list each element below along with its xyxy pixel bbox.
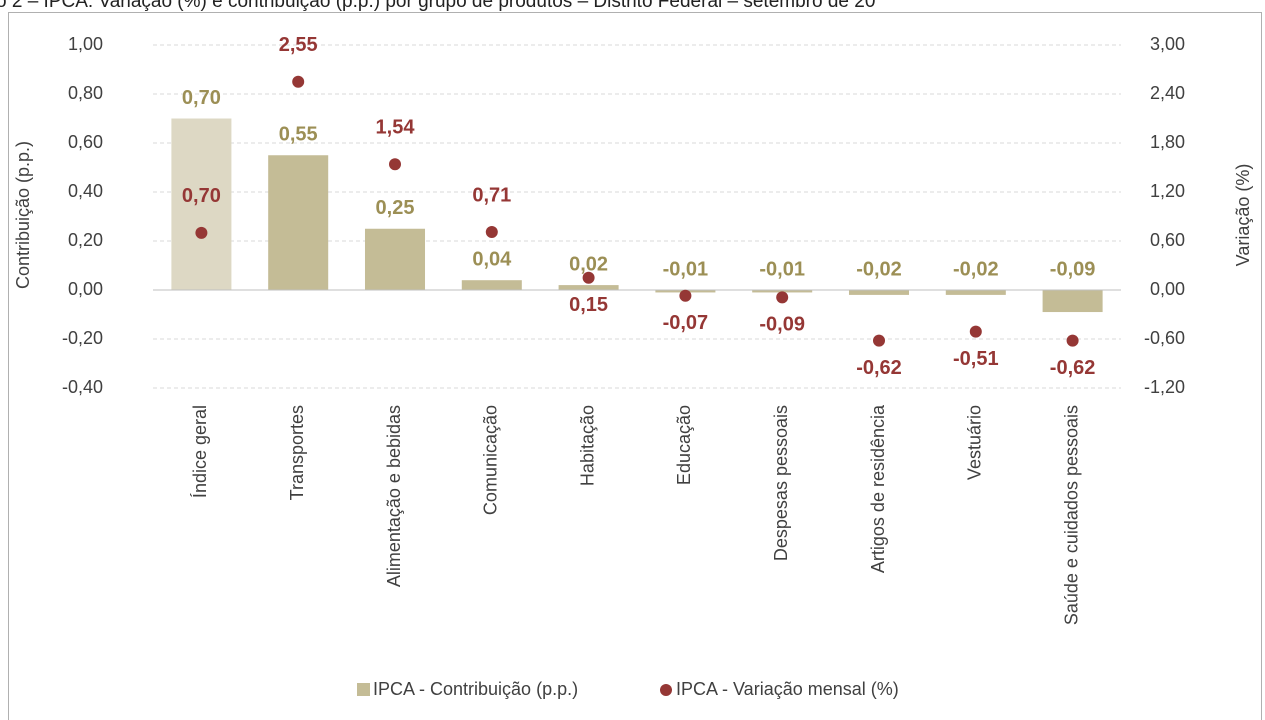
y2-tick-label: 0,00: [1150, 279, 1185, 299]
bar: [268, 155, 329, 290]
bar: [171, 118, 232, 290]
x-tick-label: Saúde e cuidados pessoais: [1061, 405, 1081, 625]
bar-value-label: -0,01: [663, 258, 709, 280]
bar-value-label: -0,01: [759, 258, 805, 280]
x-tick-label: Índice geral: [190, 405, 210, 498]
bar: [945, 290, 1006, 295]
dot-value-label: 0,70: [182, 185, 221, 207]
y2-tick-label: -0,60: [1144, 328, 1185, 348]
bar-value-label: -0,02: [953, 258, 999, 280]
chart-title: o 2 – IPCA: Variação (%) e contribuição …: [0, 0, 875, 12]
dot-value-label: -0,62: [856, 357, 902, 379]
bar-value-label: -0,02: [856, 258, 902, 280]
dot: [679, 289, 692, 302]
x-tick-label: Artigos de residência: [868, 404, 888, 573]
bar-value-label: 0,55: [279, 124, 318, 146]
y-tick-label: -0,40: [62, 377, 103, 397]
dot: [1066, 334, 1079, 347]
dot-value-label: -0,62: [1050, 357, 1096, 379]
y2-tick-label: 0,60: [1150, 230, 1185, 250]
y2-tick-label: 3,00: [1150, 34, 1185, 54]
legend-label: IPCA - Contribuição (p.p.): [373, 679, 578, 699]
x-tick-label: Educação: [674, 405, 694, 485]
dot: [776, 291, 789, 304]
bar: [848, 290, 910, 295]
y2-tick-label: 2,40: [1150, 83, 1185, 103]
dot: [485, 226, 498, 239]
x-tick-label: Despesas pessoais: [771, 405, 791, 561]
legend-swatch: [357, 683, 370, 696]
dot: [969, 325, 982, 338]
y-tick-label: -0,20: [62, 328, 103, 348]
x-tick-label: Alimentação e bebidas: [384, 405, 404, 587]
x-tick-label: Vestuário: [965, 405, 985, 480]
bar: [461, 280, 522, 290]
legend-label: IPCA - Variação mensal (%): [676, 679, 899, 699]
y-tick-label: 1,00: [68, 34, 103, 54]
y-tick-label: 0,20: [68, 230, 103, 250]
dot: [582, 271, 595, 284]
y2-axis-label: Variação (%): [1233, 164, 1253, 267]
dot-value-label: -0,09: [759, 314, 805, 336]
dot-value-label: 2,55: [279, 34, 318, 56]
x-tick-label: Habitação: [577, 405, 597, 486]
dot-value-label: -0,51: [953, 348, 999, 370]
dot-value-label: 0,15: [569, 294, 608, 316]
dot: [195, 226, 208, 239]
bar-value-label: 0,04: [472, 248, 512, 270]
dot: [389, 158, 401, 171]
y2-tick-label: 1,20: [1150, 181, 1185, 201]
dot: [292, 75, 305, 88]
y-tick-label: 0,60: [68, 132, 103, 152]
bar: [558, 285, 619, 290]
legend-swatch: [660, 684, 672, 696]
x-tick-label: Transportes: [287, 405, 307, 500]
dot-value-label: -0,07: [663, 312, 709, 334]
y-tick-label: 0,00: [68, 279, 103, 299]
bar: [364, 228, 426, 290]
y2-tick-label: -1,20: [1144, 377, 1185, 397]
dot-value-label: 0,71: [472, 184, 511, 206]
y2-tick-label: 1,80: [1150, 132, 1185, 152]
bar: [1042, 290, 1103, 313]
bar-value-label: -0,09: [1050, 258, 1096, 280]
y-axis-label: Contribuição (p.p.): [13, 141, 33, 289]
bar-value-label: 0,02: [569, 253, 608, 275]
bar-value-label: 0,25: [376, 197, 415, 219]
bar-value-label: 0,70: [182, 87, 221, 109]
x-tick-label: Comunicação: [481, 405, 501, 515]
bar: [752, 290, 813, 293]
dot: [873, 334, 885, 347]
dot-value-label: 1,54: [376, 117, 416, 139]
y-tick-label: 0,40: [68, 181, 103, 201]
y-tick-label: 0,80: [68, 83, 103, 103]
